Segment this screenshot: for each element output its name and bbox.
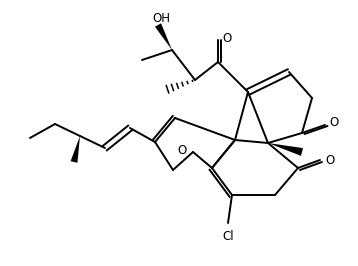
Polygon shape <box>268 143 303 156</box>
Text: O: O <box>325 153 335 167</box>
Text: O: O <box>329 117 339 130</box>
Text: O: O <box>222 32 232 45</box>
Text: Cl: Cl <box>222 230 234 243</box>
Text: O: O <box>177 144 187 157</box>
Polygon shape <box>155 23 172 50</box>
Polygon shape <box>71 136 80 163</box>
Text: OH: OH <box>152 13 170 26</box>
